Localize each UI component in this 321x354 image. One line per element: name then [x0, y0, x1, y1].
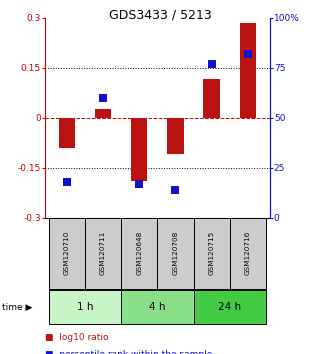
Point: [173, 187, 178, 193]
Point: [64, 179, 69, 184]
FancyBboxPatch shape: [121, 290, 194, 324]
Text: GSM120711: GSM120711: [100, 231, 106, 275]
Point: [137, 181, 142, 187]
Text: GSM120715: GSM120715: [209, 231, 215, 275]
Text: GSM120716: GSM120716: [245, 231, 251, 275]
FancyBboxPatch shape: [48, 218, 85, 289]
Text: GSM120708: GSM120708: [172, 231, 178, 275]
Point: [100, 95, 106, 101]
Text: GSM120710: GSM120710: [64, 231, 70, 275]
Text: ■  percentile rank within the sample: ■ percentile rank within the sample: [45, 350, 212, 354]
FancyBboxPatch shape: [121, 218, 157, 289]
Bar: [240, 23, 256, 118]
FancyBboxPatch shape: [85, 218, 121, 289]
Text: 24 h: 24 h: [218, 302, 241, 312]
Text: ■  log10 ratio: ■ log10 ratio: [45, 333, 108, 342]
FancyBboxPatch shape: [194, 218, 230, 289]
Text: GSM120648: GSM120648: [136, 231, 142, 275]
FancyBboxPatch shape: [194, 290, 266, 324]
Bar: [167, 118, 184, 154]
Text: 1 h: 1 h: [76, 302, 93, 312]
Text: time ▶: time ▶: [2, 303, 32, 312]
Bar: [204, 79, 220, 118]
Bar: [131, 118, 147, 181]
Bar: [58, 118, 75, 148]
FancyBboxPatch shape: [230, 218, 266, 289]
Bar: [95, 109, 111, 118]
Point: [209, 61, 214, 67]
Text: GDS3433 / 5213: GDS3433 / 5213: [109, 9, 212, 22]
Text: 4 h: 4 h: [149, 302, 166, 312]
FancyBboxPatch shape: [157, 218, 194, 289]
FancyBboxPatch shape: [48, 290, 121, 324]
Point: [245, 51, 250, 57]
